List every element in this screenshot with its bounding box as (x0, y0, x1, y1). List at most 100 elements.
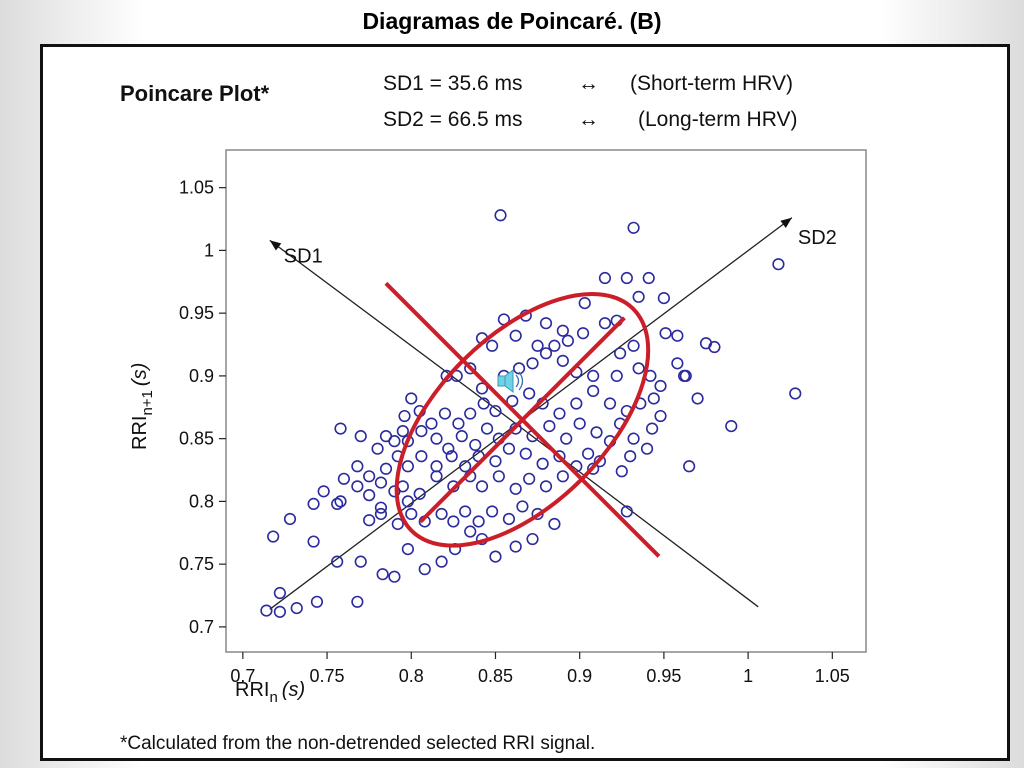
scatter-point (415, 450, 428, 463)
scatter-point (632, 362, 645, 375)
scatter-point (379, 430, 393, 443)
sd1-description: (Short-term HRV) (630, 72, 793, 95)
x-axis-label-sub: n (269, 689, 277, 706)
sd2-axis-label: SD2 (798, 227, 837, 249)
x-axis-ticks: 0.7 0.75 0.8 0.85 0.9 0.95 1 1.05 (230, 652, 850, 686)
scatter-point (486, 339, 499, 352)
sd1-axis-line (269, 239, 517, 425)
scatter-point (553, 450, 566, 463)
scatter-point (388, 570, 401, 583)
scatter-point (627, 339, 640, 352)
scatter-point (509, 540, 522, 553)
scatter-point (671, 357, 684, 370)
y-tick-label: 0.85 (179, 429, 214, 449)
scatter-point (603, 397, 617, 410)
scatter-point (464, 525, 477, 538)
scatter-point (509, 329, 522, 342)
scatter-point (502, 512, 516, 526)
scatter-point (435, 507, 448, 521)
scatter-point (646, 422, 659, 435)
y-tick-label: 1 (204, 240, 214, 260)
scatter-point (486, 505, 499, 518)
scatter-point (598, 271, 612, 285)
y-axis-label: RRIn+1 (s) (129, 363, 156, 450)
sd2-value-label: SD2 = 66.5 ms (383, 108, 522, 131)
scatter-point (337, 472, 350, 485)
scatter-point (516, 500, 529, 513)
scatter-point (624, 450, 637, 463)
scatter-point (640, 442, 654, 455)
scatter-point (683, 460, 696, 473)
x-tick-label: 0.8 (399, 666, 424, 686)
scatter-point (379, 462, 393, 475)
scatter-point (553, 407, 566, 420)
scatter-point (548, 517, 561, 531)
y-tick-label: 0.8 (189, 491, 214, 511)
scatter-point (260, 604, 273, 617)
scatter-point (531, 339, 544, 352)
scatter-point (331, 555, 344, 568)
scatter-point (334, 495, 347, 508)
scatter-point (654, 409, 667, 423)
scatter-point (401, 542, 414, 556)
scatter-point (351, 480, 364, 493)
x-axis-label-main: RRI (235, 679, 269, 701)
scatter-point (576, 327, 590, 340)
scatter-point (354, 555, 367, 568)
scatter-point (430, 432, 443, 445)
x-tick-label: 0.85 (478, 666, 513, 686)
scatter-point (587, 369, 600, 383)
x-tick-label: 0.7 (230, 666, 255, 686)
scatter-point (363, 470, 376, 483)
scatter-point (556, 354, 569, 367)
scatter-point (560, 432, 573, 445)
scatter-point (415, 425, 428, 438)
scatter-point (405, 507, 418, 521)
scatter-point (587, 384, 600, 398)
scatter-point (523, 387, 536, 400)
scatter-point (376, 568, 389, 581)
sd1-value-label: SD1 = 35.6 ms (383, 72, 522, 95)
y-axis-label-unit: (s) (129, 363, 151, 386)
scatter-point (459, 460, 472, 473)
x-tick-label: 1 (743, 666, 753, 686)
sd2-description: (Long-term HRV) (638, 108, 798, 131)
scatter-point (317, 485, 330, 498)
scatter-point (647, 392, 660, 405)
scatter-point (536, 457, 549, 470)
y-tick-label: 0.95 (179, 303, 214, 323)
scatter-point (502, 442, 516, 455)
scatter-point (556, 324, 569, 337)
scatter-point (543, 420, 556, 433)
scatter-point (447, 515, 460, 528)
scatter-point (519, 447, 532, 460)
sd1-arrow-icon: ↔ (578, 72, 599, 95)
scatter-point (477, 397, 490, 410)
scatter-point (307, 535, 320, 548)
scatter-point (512, 362, 526, 375)
x-tick-label: 0.95 (646, 666, 681, 686)
scatter-point (679, 369, 692, 383)
scatter-point (627, 221, 640, 234)
scatter-point (556, 470, 569, 483)
scatter-point (582, 447, 595, 460)
scatter-point (469, 438, 482, 452)
scatter-point (418, 563, 431, 576)
scatter-point (615, 465, 628, 478)
scatter-point (610, 369, 623, 383)
sd1-axis-label: SD1 (284, 245, 323, 267)
footnote: *Calculated from the non-detrended selec… (120, 733, 595, 754)
scatter-point (620, 271, 633, 285)
y-axis-ticks: 0.7 0.75 0.8 0.85 0.9 0.95 1 1.05 (179, 178, 226, 637)
scatter-point (659, 327, 672, 340)
poincare-figure: Poincare Plot* SD1 = 35.6 ms ↔ (Short-te… (120, 72, 867, 754)
scatter-point (405, 392, 418, 405)
speaker-icon[interactable] (497, 369, 524, 393)
y-tick-label: 0.9 (189, 366, 214, 386)
scatter-point (374, 501, 388, 514)
sd2-arrowhead-icon (780, 217, 792, 228)
scatter-point (455, 430, 468, 443)
scatter-point (548, 339, 561, 352)
scatter-point (539, 480, 553, 493)
scatter-point (310, 595, 324, 608)
